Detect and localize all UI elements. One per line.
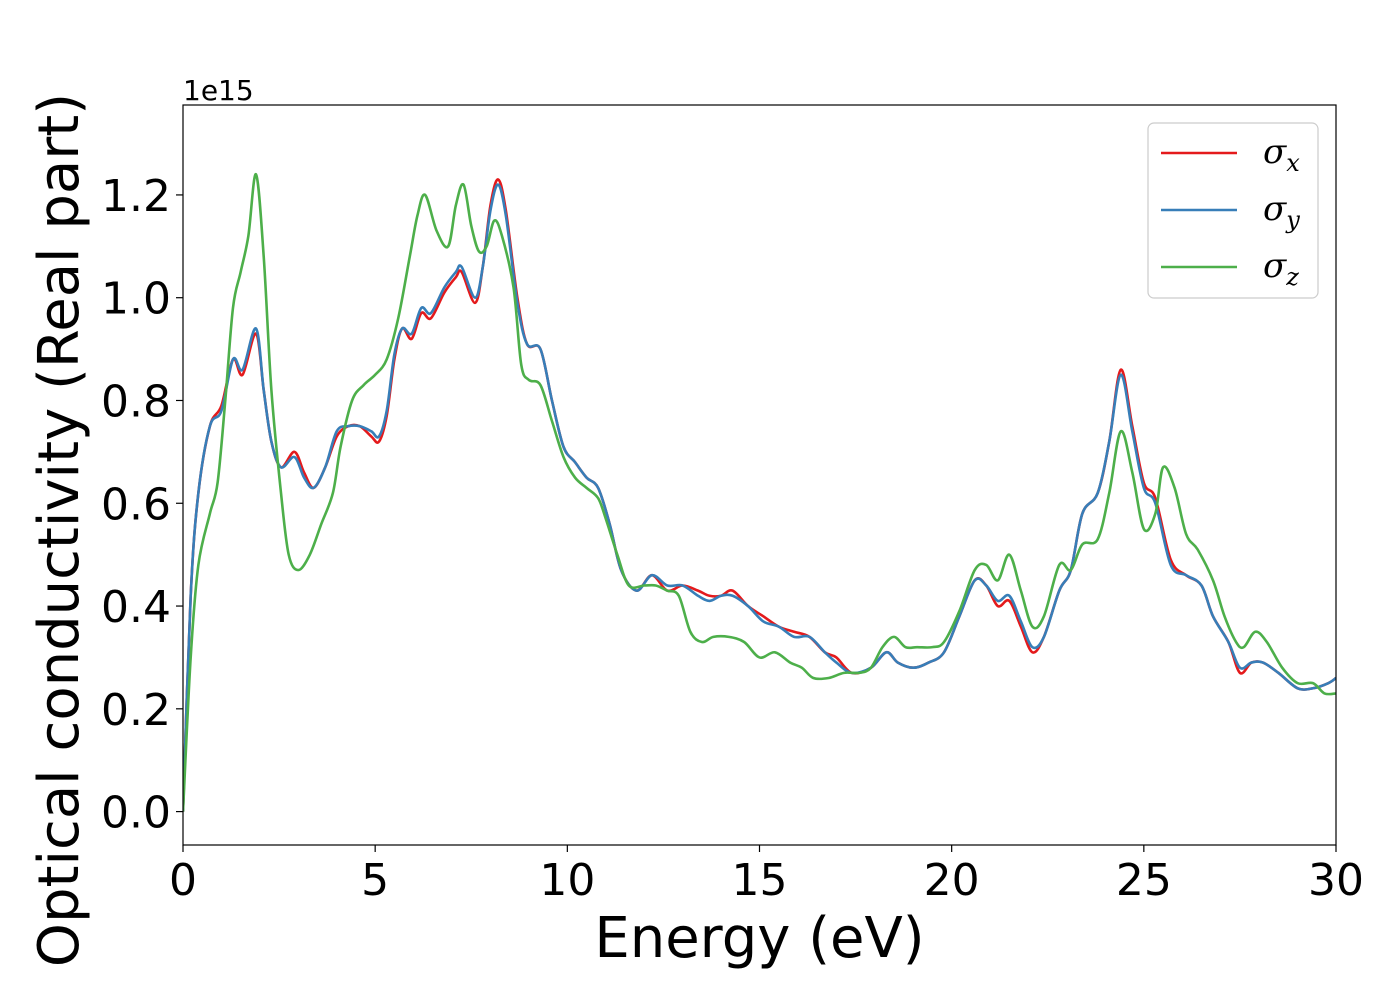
- legend-item-y: σy: [1161, 189, 1300, 234]
- y-axis-title: Optical conductivity (Real part): [27, 93, 92, 967]
- y-tick-label: 0.8: [101, 376, 171, 427]
- x-axis-title: Energy (eV): [594, 906, 924, 971]
- y-tick-label: 1.0: [101, 274, 171, 325]
- y-tick-label: 0.2: [101, 685, 171, 736]
- x-tick-label: 10: [539, 855, 595, 906]
- legend-label: σx: [1263, 132, 1300, 177]
- x-tick-label: 20: [924, 855, 980, 906]
- y-tick-label: 0.4: [101, 582, 171, 633]
- plot-lines: [183, 173, 1336, 812]
- x-tick-label: 0: [169, 855, 197, 906]
- legend-item-x: σx: [1161, 132, 1300, 177]
- y-tick-label: 0.6: [101, 479, 171, 530]
- legend-item-z: σz: [1161, 246, 1299, 291]
- series-line-z: [183, 173, 1336, 812]
- x-tick-label: 15: [732, 855, 788, 906]
- y-offset-label: 1e15: [183, 74, 254, 107]
- legend-label: σy: [1263, 189, 1300, 234]
- y-tick-label: 0.0: [101, 788, 171, 839]
- legend-label: σz: [1263, 246, 1299, 291]
- x-tick-label: 5: [361, 855, 389, 906]
- series-line-y: [183, 183, 1336, 812]
- y-axis: 0.0 0.2 0.4 0.6 0.8 1.0 1.2: [101, 171, 183, 839]
- x-axis: 0 5 10 15 20 25 30: [169, 845, 1364, 906]
- y-tick-label: 1.2: [101, 171, 171, 222]
- legend: σx σy σz: [1147, 122, 1319, 299]
- x-tick-label: 25: [1116, 855, 1172, 906]
- x-tick-label: 30: [1308, 855, 1364, 906]
